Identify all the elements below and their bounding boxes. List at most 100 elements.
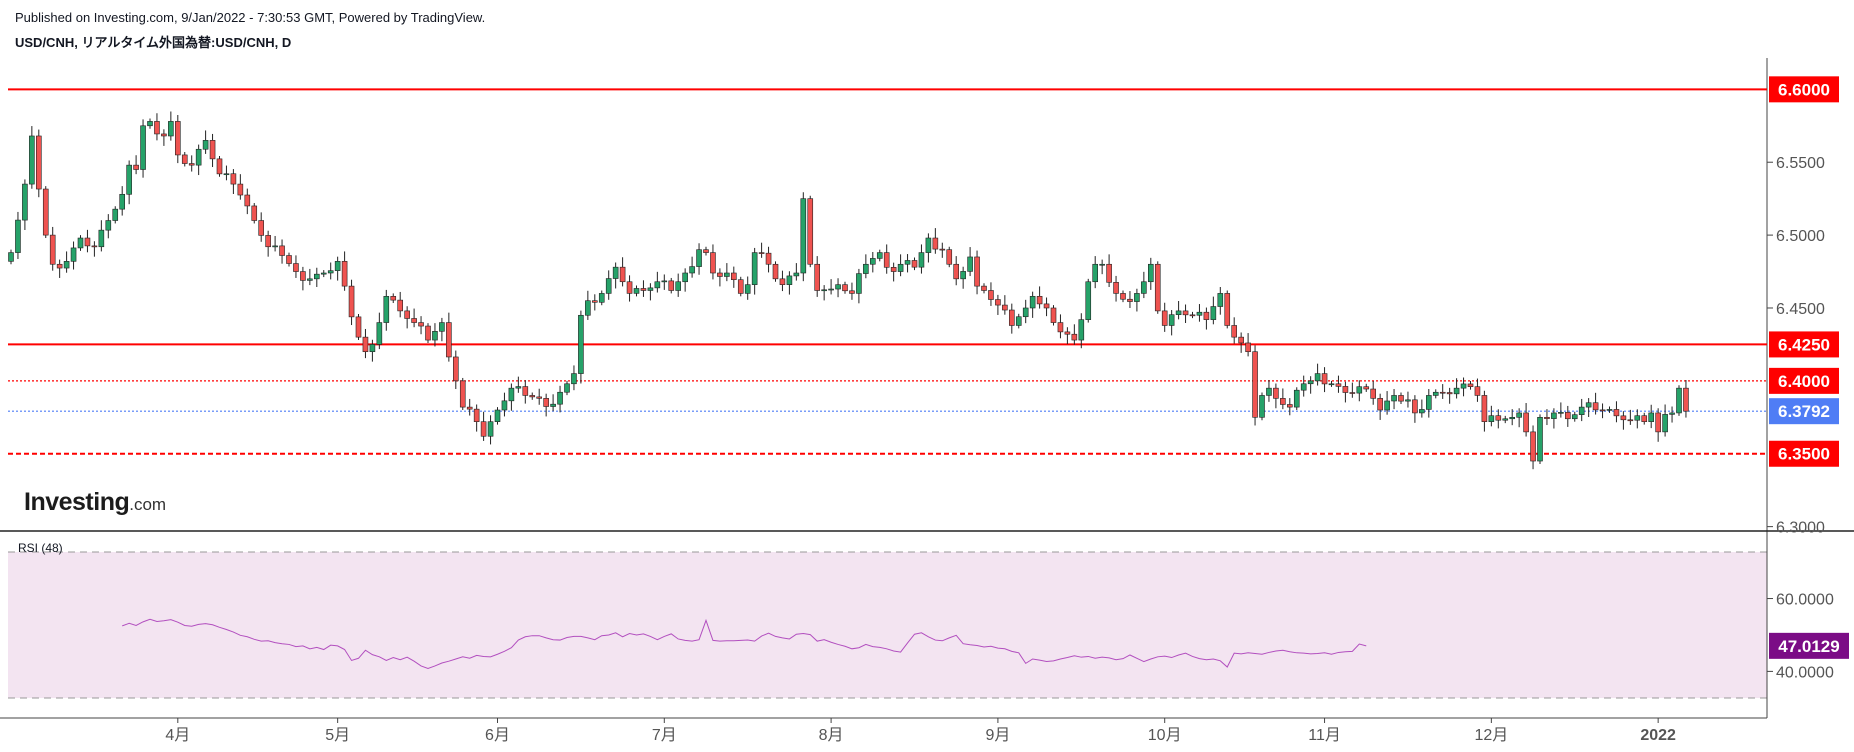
candle-body xyxy=(1064,331,1071,335)
candle-body xyxy=(1683,387,1689,412)
candle-body xyxy=(362,336,369,353)
candle-body xyxy=(1655,412,1661,433)
candle-body xyxy=(49,234,56,265)
time-tick-label: 5月 xyxy=(325,727,350,744)
candle-body xyxy=(1217,293,1224,307)
candle-body xyxy=(647,287,654,291)
candle-body xyxy=(42,188,49,236)
candle-body xyxy=(807,198,814,265)
candle-body xyxy=(439,322,445,332)
candle-body xyxy=(147,121,153,127)
candle-body xyxy=(835,284,841,290)
candle-body xyxy=(1488,415,1495,422)
candle-body xyxy=(1377,398,1383,411)
candle-body xyxy=(1356,386,1363,394)
candle-body xyxy=(487,421,494,437)
candle-body xyxy=(668,280,675,291)
price-tick-label: 6.3000 xyxy=(1776,520,1825,537)
price-level-tag xyxy=(1769,331,1839,358)
candle-body xyxy=(911,260,918,268)
candle-body xyxy=(1571,414,1578,420)
candle-body xyxy=(272,245,278,248)
logo-suffix: .com xyxy=(129,495,167,514)
logo-text: Investing xyxy=(24,488,130,516)
time-tick-label: 12月 xyxy=(1474,727,1508,744)
time-tick-label: 4月 xyxy=(165,727,190,744)
candle-body xyxy=(1481,395,1488,422)
candle-body xyxy=(1078,319,1085,341)
chart-symbol-title: USD/CNH, リアルタイム外国為替:USD/CNH, D xyxy=(15,35,292,50)
candle-body xyxy=(1551,412,1557,419)
candle-body xyxy=(1224,293,1231,326)
candle-body xyxy=(161,133,167,137)
candle-body xyxy=(1196,311,1203,316)
time-tick-label: 7月 xyxy=(652,727,677,744)
time-tick-label: 10月 xyxy=(1148,727,1182,744)
candle-body xyxy=(703,249,709,253)
candle-body xyxy=(598,293,605,303)
candle-body xyxy=(8,252,14,262)
candle-body xyxy=(355,316,362,338)
candle-body xyxy=(1113,282,1119,294)
candle-body xyxy=(1085,281,1092,320)
candle-body xyxy=(1613,409,1620,417)
candle-body xyxy=(1648,412,1654,422)
candle-body xyxy=(320,272,327,275)
candle-body xyxy=(1328,383,1335,386)
candle-body xyxy=(397,299,404,312)
candle-body xyxy=(1662,414,1668,433)
candle-body xyxy=(744,284,751,294)
candle-body xyxy=(1231,325,1237,338)
candle-body xyxy=(1008,309,1015,326)
candle-body xyxy=(765,252,772,265)
candle-body xyxy=(1544,417,1550,419)
candle-body xyxy=(591,300,598,303)
candle-body xyxy=(313,273,320,280)
candle-body xyxy=(133,164,139,170)
candle-body xyxy=(56,263,63,269)
candle-body xyxy=(1606,409,1613,411)
price-level-label: 6.3500 xyxy=(1778,445,1830,464)
price-level-tag xyxy=(1769,367,1839,394)
candle-body xyxy=(1620,415,1627,421)
candle-body xyxy=(793,272,800,277)
candle-body xyxy=(737,279,744,294)
candle-body xyxy=(1599,409,1606,412)
rsi-panel-background xyxy=(8,552,1767,698)
candle-body xyxy=(981,285,987,291)
candle-body xyxy=(1370,388,1376,399)
candle-body xyxy=(612,266,619,279)
time-tick-label: 11月 xyxy=(1308,727,1341,744)
candle-body xyxy=(279,245,285,256)
candle-body xyxy=(1321,373,1328,385)
candle-body xyxy=(258,220,265,236)
candle-body xyxy=(1384,400,1390,411)
candle-body xyxy=(77,237,84,249)
candle-body xyxy=(1453,387,1460,395)
candle-body xyxy=(1057,322,1064,333)
candle-body xyxy=(411,318,417,323)
candle-body xyxy=(1189,314,1196,317)
investing-logo: Investing.com xyxy=(24,488,166,517)
price-tick-label: 6.4500 xyxy=(1776,301,1825,318)
candle-body xyxy=(300,271,306,281)
candle-body xyxy=(1335,383,1342,387)
price-level-label: 6.4250 xyxy=(1778,335,1830,354)
candle-body xyxy=(1168,314,1175,326)
candle-body xyxy=(35,135,42,190)
candle-body xyxy=(1175,310,1182,315)
candle-body xyxy=(939,248,946,251)
candle-body xyxy=(369,344,376,353)
candle-body xyxy=(390,296,397,301)
rsi-line xyxy=(122,618,1367,670)
candle-body xyxy=(84,237,91,247)
candle-body xyxy=(605,278,612,294)
candle-body xyxy=(967,256,973,272)
candle-body xyxy=(772,263,779,280)
candle-body xyxy=(473,408,480,422)
candle-body xyxy=(1509,417,1515,420)
candle-body xyxy=(1502,418,1509,421)
candle-body xyxy=(480,421,487,437)
candle-body xyxy=(578,314,584,374)
candle-body xyxy=(585,300,591,316)
